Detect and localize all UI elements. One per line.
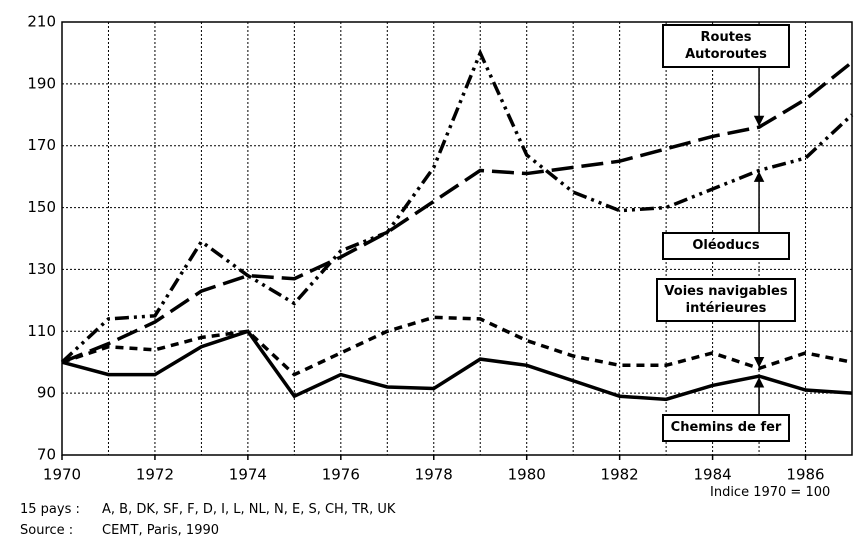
x-tick-label: 1976 xyxy=(322,466,360,484)
series-line xyxy=(60,48,854,364)
y-tick-label: 130 xyxy=(27,260,56,278)
series-line xyxy=(61,60,854,364)
y-tick-label: 210 xyxy=(27,13,56,31)
y-tick-label: 90 xyxy=(37,384,56,402)
x-tick-label: 1970 xyxy=(43,466,81,484)
source: CEMT, Paris, 1990 xyxy=(102,523,220,538)
y-tick-label: 70 xyxy=(37,446,56,464)
legend-label: Routes Autoroutes xyxy=(662,24,790,68)
legend-label: Oléoducs xyxy=(662,232,790,260)
y-tick-label: 170 xyxy=(27,136,56,154)
countries: A, B, DK, SF, F, D, I, L, NL, N, E, S, C… xyxy=(102,502,396,517)
x-tick-label: 1980 xyxy=(508,466,546,484)
annotation: Indice 1970 = 100 xyxy=(710,485,831,500)
plot-frame xyxy=(61,21,853,456)
x-tick-label: 1984 xyxy=(693,466,731,484)
countries-label: 15 pays : xyxy=(20,502,80,517)
legend-label: Voies navigables intérieures xyxy=(656,278,796,322)
y-tick-label: 150 xyxy=(27,198,56,216)
y-tick-label: 190 xyxy=(27,74,56,92)
legend-label: Chemins de fer xyxy=(662,414,790,442)
x-tick-label: 1974 xyxy=(229,466,267,484)
x-tick-label: 1982 xyxy=(601,466,639,484)
x-tick-label: 1978 xyxy=(415,466,453,484)
source-label: Source : xyxy=(20,523,74,538)
y-tick-label: 110 xyxy=(27,322,56,340)
x-tick-label: 1972 xyxy=(136,466,174,484)
series-line xyxy=(61,329,853,402)
series-line xyxy=(61,315,853,377)
x-tick-label: 1986 xyxy=(786,466,824,484)
